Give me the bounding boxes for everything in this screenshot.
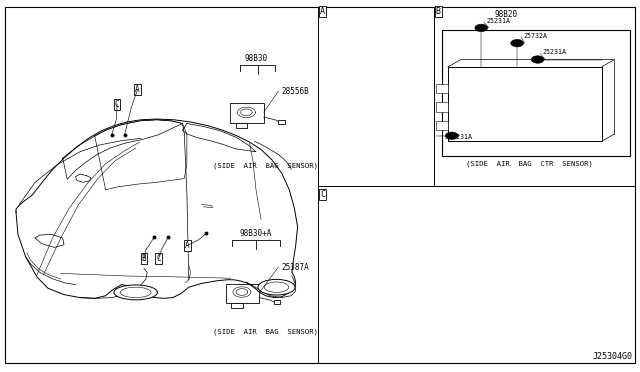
Bar [442, 30, 630, 156]
Text: C: C [320, 190, 325, 199]
Text: 25231A: 25231A [486, 18, 511, 24]
Text: J25304G0: J25304G0 [593, 352, 632, 361]
Text: C: C [115, 100, 120, 109]
Text: B: B [436, 7, 441, 16]
Ellipse shape [120, 287, 151, 298]
Bar [448, 67, 602, 141]
Text: 98B30: 98B30 [244, 54, 268, 63]
Text: A: A [135, 85, 140, 94]
Bar [278, 120, 285, 124]
Ellipse shape [264, 282, 289, 292]
Text: 25231A: 25231A [543, 49, 567, 55]
Circle shape [531, 56, 544, 63]
Circle shape [475, 24, 488, 32]
Text: 28556B: 28556B [282, 87, 309, 96]
Text: A: A [320, 7, 325, 16]
Bar [436, 84, 448, 93]
Text: A: A [185, 241, 190, 250]
Text: 25387A: 25387A [282, 263, 309, 272]
Text: (SIDE  AIR  BAG  SENSOR): (SIDE AIR BAG SENSOR) [213, 163, 318, 169]
Text: (SIDE  AIR  BAG  CTR  SENSOR): (SIDE AIR BAG CTR SENSOR) [467, 161, 593, 167]
Ellipse shape [258, 279, 295, 295]
Bar [274, 300, 280, 304]
Circle shape [445, 132, 458, 140]
Text: 25231A: 25231A [448, 134, 472, 140]
Text: 98B20: 98B20 [494, 10, 517, 19]
Bar [236, 123, 247, 128]
Text: C: C [156, 254, 161, 263]
Bar [231, 303, 243, 308]
Bar [436, 102, 448, 112]
Bar [230, 103, 264, 123]
Bar [436, 121, 448, 130]
Ellipse shape [114, 285, 157, 300]
Text: B: B [141, 254, 147, 263]
Text: (SIDE  AIR  BAG  SENSOR): (SIDE AIR BAG SENSOR) [213, 328, 318, 335]
Bar [226, 284, 259, 303]
Text: 98B30+A: 98B30+A [240, 229, 272, 238]
Circle shape [511, 39, 524, 47]
Text: 25732A: 25732A [524, 33, 548, 39]
